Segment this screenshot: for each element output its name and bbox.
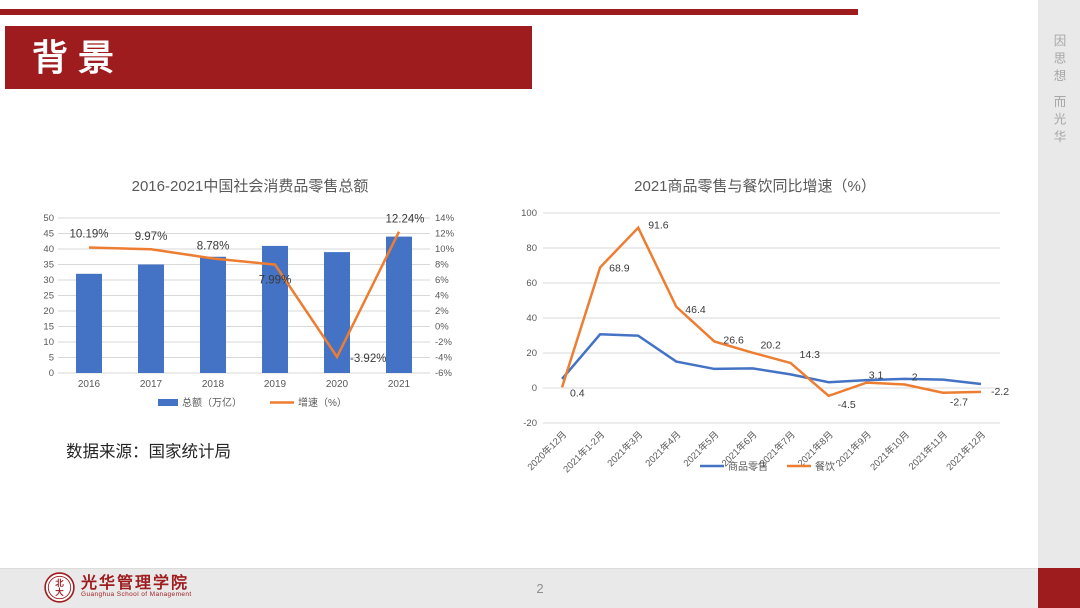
school-logo-text: 光华管理学院 Guanghua School of Management [81, 574, 192, 600]
bar-2018 [200, 256, 226, 373]
x-tick-label: 2019 [264, 379, 287, 390]
tick-label: -4% [435, 353, 452, 364]
data-label: 14.3 [800, 349, 821, 361]
data-label: 26.6 [723, 334, 744, 346]
tick-label: 20 [526, 348, 537, 359]
x-tick-label: 2017 [140, 379, 163, 390]
tick-label: -2% [435, 337, 452, 348]
data-label: -3.92% [350, 353, 386, 365]
x-tick-label: 2020 [326, 379, 349, 390]
page-number: 2 [536, 581, 544, 596]
series-line-0 [561, 333, 982, 386]
x-tick-label: 2021年11月 [906, 429, 950, 473]
bar-2021 [386, 236, 412, 373]
data-label: -2.2 [991, 386, 1009, 398]
tick-label: 0 [532, 383, 537, 394]
bar-2016 [76, 273, 102, 373]
tick-label: 12% [435, 229, 455, 240]
legend-label: 增速（%） [298, 396, 347, 409]
retail-total-chart-title: 2016-2021中国社会消费品零售总额 [131, 178, 369, 195]
svg-text:北: 北 [55, 578, 64, 588]
tick-label: 25 [43, 291, 54, 302]
tick-label: 10 [43, 337, 54, 348]
bar-2017 [138, 264, 164, 373]
tick-label: 20 [43, 306, 54, 317]
data-label: -4.5 [838, 399, 856, 411]
tick-label: -6% [435, 368, 452, 379]
svg-text:大: 大 [55, 587, 64, 597]
growth-comparison-chart-plot: -200204060801002020年12月2021年1-2月2021年3月2… [521, 208, 1009, 475]
tick-label: 80 [526, 243, 537, 254]
tick-label: 2% [435, 306, 449, 317]
data-label: 2 [912, 372, 918, 384]
x-tick-label: 2021年4月 [643, 429, 684, 470]
data-label: 91.6 [648, 220, 669, 232]
data-label: 8.78% [197, 240, 230, 252]
school-name-en: Guanghua School of Management [81, 591, 192, 599]
right-side-band: 因思想 而光华 [1038, 0, 1080, 568]
growth-comparison-chart-title: 2021商品零售与餐饮同比增速（%） [634, 178, 876, 195]
tick-label: 0 [49, 368, 54, 379]
data-label: 7.99% [259, 275, 292, 287]
x-tick-label: 2021年10月 [868, 429, 912, 473]
peking-university-seal-icon: 北 大 [44, 572, 75, 603]
x-tick-label: 2016 [78, 379, 101, 390]
legend-label: 商品零售 [728, 460, 768, 473]
legend-swatch-bar [158, 399, 178, 406]
tick-label: 30 [43, 275, 54, 286]
legend-label: 餐饮 [815, 460, 835, 473]
tick-label: 10% [435, 244, 455, 255]
tick-label: 6% [435, 275, 449, 286]
x-tick-label: 2018 [202, 379, 225, 390]
data-label: 10.19% [69, 229, 108, 241]
tick-label: 14% [435, 213, 455, 224]
school-name-cn: 光华管理学院 [81, 574, 190, 592]
tick-label: 8% [435, 260, 449, 271]
bar-2020 [324, 252, 350, 373]
tick-label: 0% [435, 322, 449, 333]
tick-label: -20 [523, 418, 537, 429]
top-accent-line [0, 9, 858, 15]
side-slogan: 因思想 而光华 [1051, 34, 1066, 148]
x-tick-label: 2021年5月 [681, 429, 722, 470]
growth-line [88, 231, 401, 360]
data-label: 46.4 [685, 304, 706, 316]
x-tick-label: 2021年12月 [944, 429, 988, 473]
tick-label: 50 [43, 213, 54, 224]
corner-accent-block [1038, 568, 1080, 608]
bar-2019 [262, 245, 288, 373]
data-label: 9.97% [135, 231, 168, 243]
tick-label: 35 [43, 260, 54, 271]
tick-label: 45 [43, 229, 54, 240]
data-label: -2.7 [950, 397, 968, 409]
legend-label: 总额（万亿） [182, 396, 242, 409]
tick-label: 15 [43, 322, 54, 333]
section-header: 背景 [5, 26, 532, 89]
growth-comparison-chart: 2021商品零售与餐饮同比增速（%） -20 0 20 40 60 80 100 2020年1… [495, 176, 1015, 485]
footer-bar [0, 568, 1038, 608]
x-tick-label: 2021 [388, 379, 411, 390]
tick-label: 40 [43, 244, 54, 255]
data-label: 20.2 [760, 340, 781, 352]
retail-total-chart-plot: 0 -6% 5 -4% 10 -2% 15 0% 20 2% 25 4% 30 6% 35 8% 40 10% 45… [43, 213, 455, 409]
data-label: 68.9 [609, 262, 630, 274]
data-label: 0.4 [570, 387, 585, 399]
data-source-note: 数据来源：国家统计局 [66, 442, 231, 461]
tick-label: 100 [521, 208, 537, 219]
series-line-1 [560, 225, 981, 398]
data-label: 3.1 [869, 370, 884, 382]
x-tick-label: 2021年3月 [605, 429, 646, 470]
school-logo: 北 大 光华管理学院 Guanghua School of Management [44, 572, 192, 603]
tick-label: 40 [526, 313, 537, 324]
tick-label: 5 [49, 353, 54, 364]
tick-label: 60 [526, 278, 537, 289]
retail-total-chart: 2016-2021中国社会消费品零售总额 0 -6% 5 -4% 10 -2% 15 0% 20… [30, 176, 470, 419]
data-label: 12.24% [385, 214, 424, 226]
tick-label: 4% [435, 291, 449, 302]
x-tick-label: 2021年9月 [833, 429, 874, 470]
section-title: 背景 [32, 37, 125, 78]
